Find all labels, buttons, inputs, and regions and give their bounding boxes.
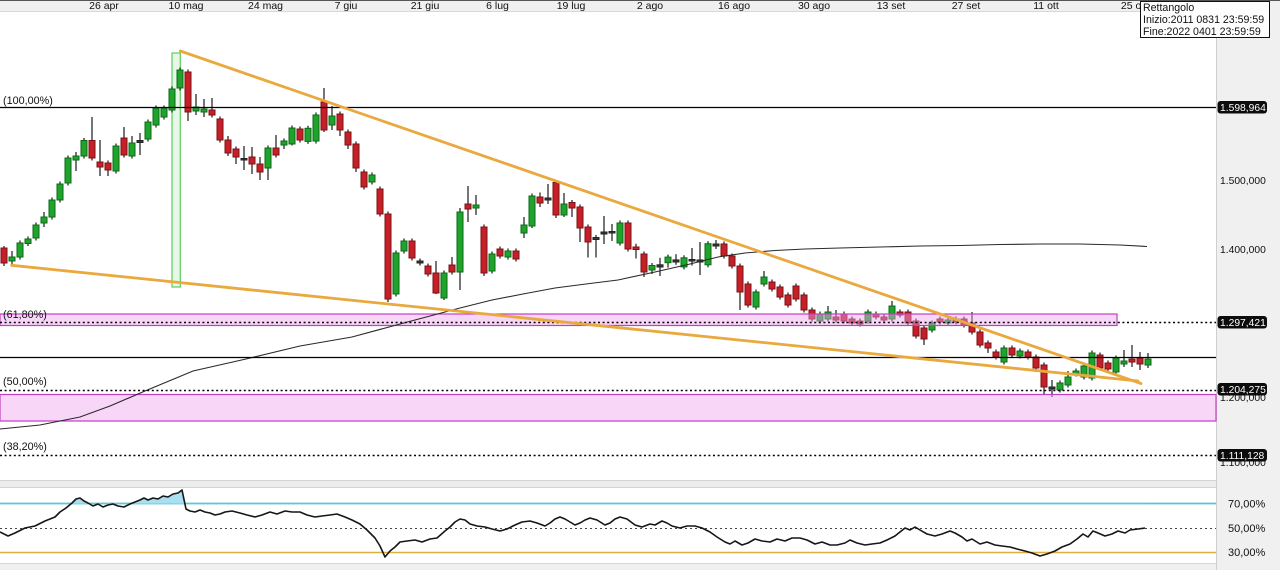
- svg-text:1.204,275: 1.204,275: [1220, 385, 1266, 396]
- svg-text:7 giu: 7 giu: [335, 0, 358, 12]
- svg-text:70,00%: 70,00%: [1228, 499, 1266, 511]
- svg-text:50,00%: 50,00%: [1228, 523, 1266, 535]
- svg-text:1.100,000: 1.100,000: [1220, 458, 1266, 469]
- svg-text:(38,20%): (38,20%): [3, 441, 47, 453]
- svg-text:30,00%: 30,00%: [1228, 547, 1266, 559]
- svg-text:16 ago: 16 ago: [718, 0, 750, 12]
- svg-text:1.400,000: 1.400,000: [1220, 245, 1266, 256]
- svg-text:1.111,128: 1.111,128: [1220, 451, 1265, 462]
- svg-text:(50,00%): (50,00%): [3, 376, 47, 388]
- svg-text:Inizio:2011 0831 23:59:59: Inizio:2011 0831 23:59:59: [1143, 14, 1264, 26]
- svg-text:6 lug: 6 lug: [486, 0, 509, 12]
- svg-text:13 set: 13 set: [877, 0, 906, 12]
- svg-text:27 set: 27 set: [952, 0, 981, 12]
- svg-text:11 ott: 11 ott: [1033, 0, 1059, 12]
- svg-text:19 lug: 19 lug: [557, 0, 586, 12]
- svg-text:Fine:2022 0401 23:59:59: Fine:2022 0401 23:59:59: [1143, 26, 1261, 38]
- svg-text:(100,00%): (100,00%): [3, 95, 53, 107]
- svg-text:30 ago: 30 ago: [798, 0, 830, 12]
- svg-text:(61,80%): (61,80%): [3, 309, 47, 321]
- svg-text:26 apr: 26 apr: [89, 0, 119, 12]
- svg-text:1.200,000: 1.200,000: [1220, 393, 1266, 404]
- svg-text:1.598,964: 1.598,964: [1220, 103, 1266, 114]
- svg-text:Rettangolo: Rettangolo: [1143, 2, 1194, 14]
- svg-text:10 mag: 10 mag: [168, 0, 203, 12]
- svg-text:1.297,421: 1.297,421: [1220, 318, 1266, 329]
- svg-text:2 ago: 2 ago: [637, 0, 663, 12]
- svg-text:21 giu: 21 giu: [411, 0, 440, 12]
- svg-text:1.500,000: 1.500,000: [1220, 176, 1266, 187]
- svg-text:24 mag: 24 mag: [248, 0, 283, 12]
